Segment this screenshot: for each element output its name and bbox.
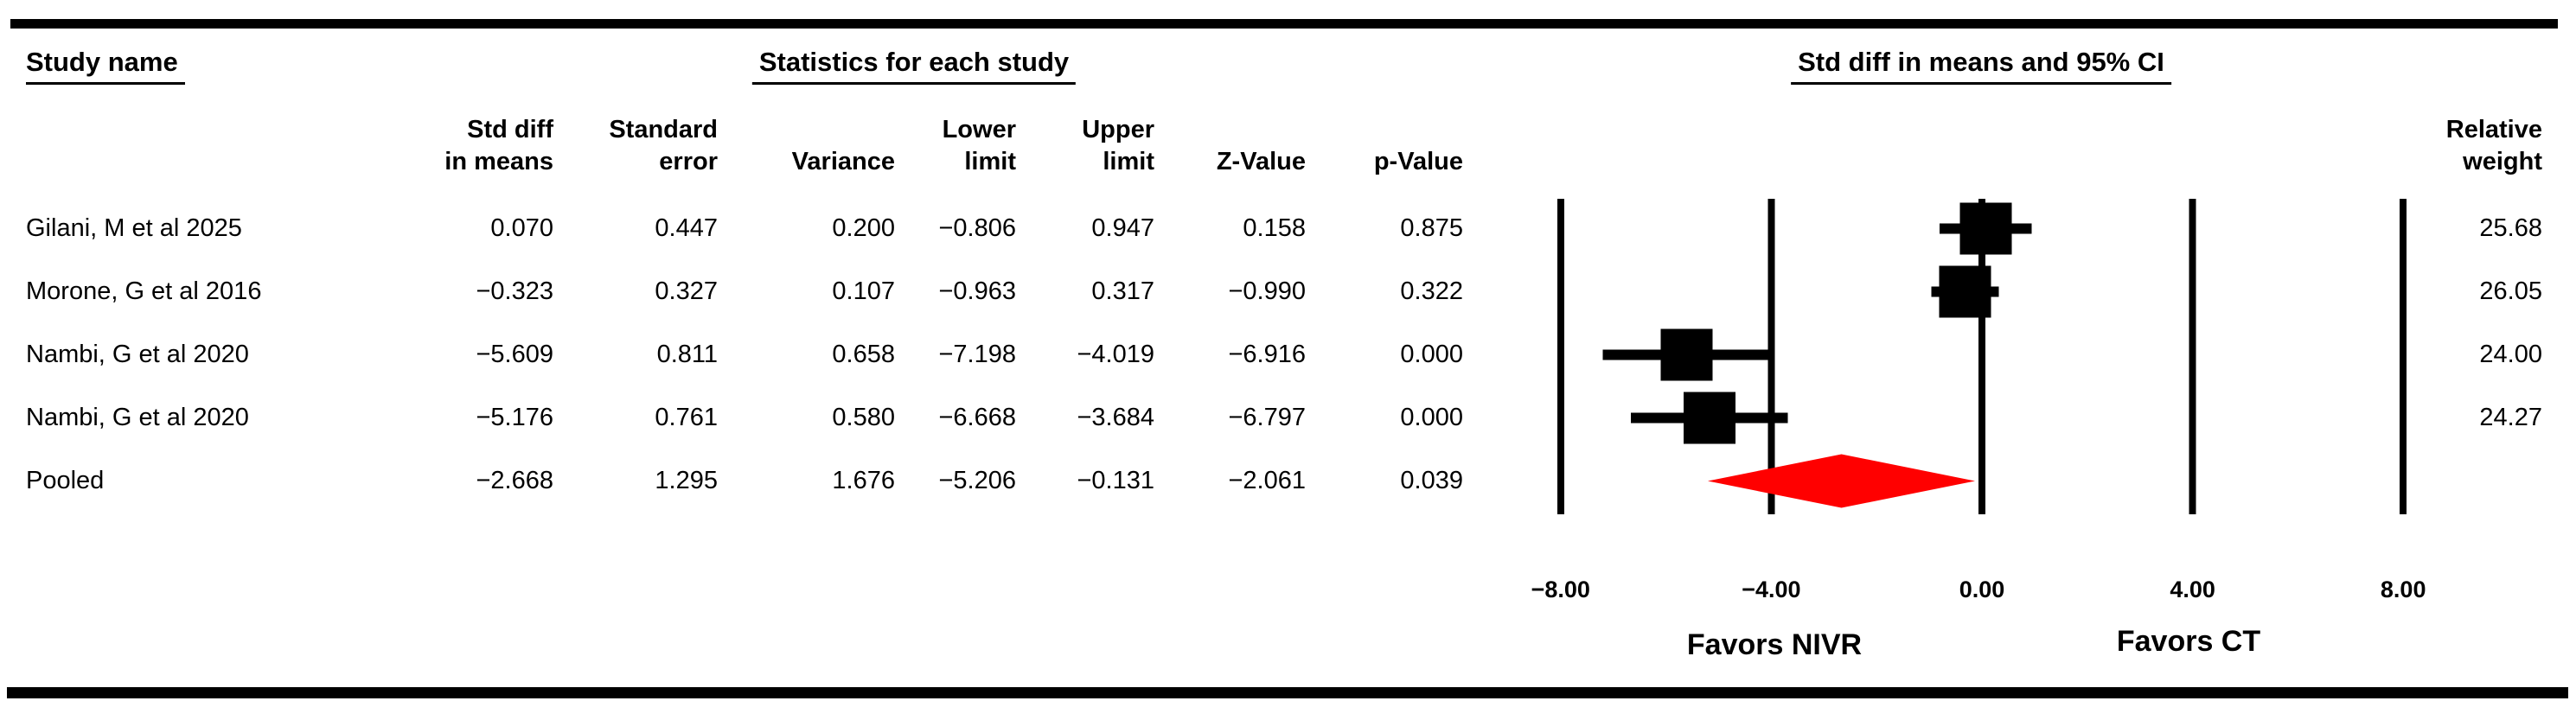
col-header-z-value: Z-Value [1216,148,1306,175]
relative-weight-value: 26.05 [2479,277,2542,305]
table-row-pooled: Pooled −2.668 1.295 1.676 −5.206 −0.131 … [0,449,1463,513]
pooled-diamond [1707,454,1976,508]
study-name: Pooled [26,467,105,494]
gridline [1556,199,1564,514]
study-name: Gilani, M et al 2025 [26,214,242,242]
relative-weight-value: 24.00 [2479,341,2542,368]
std-diff-value: 0.070 [490,214,553,242]
std-err-value: 1.295 [655,467,718,494]
favors-left-label: Favors NIVR [1687,628,1862,661]
relative-weight-value: 24.27 [2479,404,2542,431]
table-row: Gilani, M et al 2025 0.070 0.447 0.200 −… [0,197,1463,260]
study-square [1939,265,1991,318]
upper-limit-value: 0.947 [1091,214,1154,242]
axis-tick-label: 4.00 [2170,577,2215,602]
lower-limit-value: −0.806 [938,214,1016,242]
col-header-std-diff: Std diff in means [444,116,553,175]
axis-tick-label: 8.00 [2381,577,2426,602]
statistics-section-title: Statistics for each study [751,47,1077,85]
favors-right-label: Favors CT [2117,625,2260,658]
col-header-p-value: p-Value [1373,148,1463,175]
study-square [1683,392,1735,444]
plot-section-title: Std diff in means and 95% CI [1791,47,2171,85]
variance-value: 0.658 [832,341,895,368]
z-value: −6.797 [1228,404,1306,431]
col-header-lower-limit: Lower limit [942,116,1016,175]
gridline [2189,199,2196,514]
p-value: 0.039 [1400,467,1463,494]
variance-value: 0.580 [832,404,895,431]
gridline [2400,199,2407,514]
std-diff-value: −5.609 [476,341,553,368]
study-name: Nambi, G et al 2020 [26,404,249,431]
top-border-rule [10,19,2558,29]
z-value: −2.061 [1228,467,1306,494]
lower-limit-value: −7.198 [938,341,1016,368]
study-name: Nambi, G et al 2020 [26,341,249,368]
lower-limit-value: −0.963 [938,277,1016,305]
p-value: 0.875 [1400,214,1463,242]
col-header-standard-error: Standard error [609,116,718,175]
table-row: Morone, G et al 2016 −0.323 0.327 0.107 … [0,260,1463,323]
relative-weight-value: 25.68 [2479,214,2542,242]
std-err-value: 0.761 [655,404,718,431]
relative-weight-label: Relative weight [2445,116,2542,175]
axis-tick-label: −4.00 [1742,577,1800,602]
upper-limit-value: 0.317 [1091,277,1154,305]
z-value: −0.990 [1228,277,1306,305]
p-value: 0.000 [1400,341,1463,368]
z-value: 0.158 [1243,214,1306,242]
axis-tick-label: −8.00 [1531,577,1590,602]
upper-limit-value: −3.684 [1077,404,1154,431]
axis-tick-label: 0.00 [1959,577,2005,602]
study-square [1660,328,1713,381]
table-row: Nambi, G et al 2020 −5.176 0.761 0.580 −… [0,386,1463,449]
std-err-value: 0.327 [655,277,718,305]
study-name: Morone, G et al 2016 [26,277,262,305]
col-header-relative-weight: Relative weight [2369,111,2542,178]
std-err-value: 0.811 [656,341,718,368]
std-err-value: 0.447 [655,214,718,242]
p-value: 0.322 [1400,277,1463,305]
p-value: 0.000 [1400,404,1463,431]
col-header-upper-limit: Upper limit [1082,116,1154,175]
std-diff-value: −0.323 [476,277,553,305]
variance-value: 0.200 [832,214,895,242]
gridline [1767,199,1775,514]
lower-limit-value: −5.206 [938,467,1016,494]
variance-value: 0.107 [832,277,895,305]
table-row: Nambi, G et al 2020 −5.609 0.811 0.658 −… [0,323,1463,386]
bottom-border-rule [7,687,2568,698]
std-diff-value: −5.176 [476,404,553,431]
z-value: −6.916 [1228,341,1306,368]
col-header-variance: Variance [791,148,895,175]
variance-value: 1.676 [832,467,895,494]
stats-column-headers: Std diff in means Standard error Varianc… [0,111,1463,178]
study-name-column-title: Study name [26,47,185,85]
gridline [1978,199,1985,514]
upper-limit-value: −0.131 [1077,467,1154,494]
upper-limit-value: −4.019 [1077,341,1154,368]
study-square [1959,202,2012,255]
std-diff-value: −2.668 [476,467,553,494]
lower-limit-value: −6.668 [938,404,1016,431]
